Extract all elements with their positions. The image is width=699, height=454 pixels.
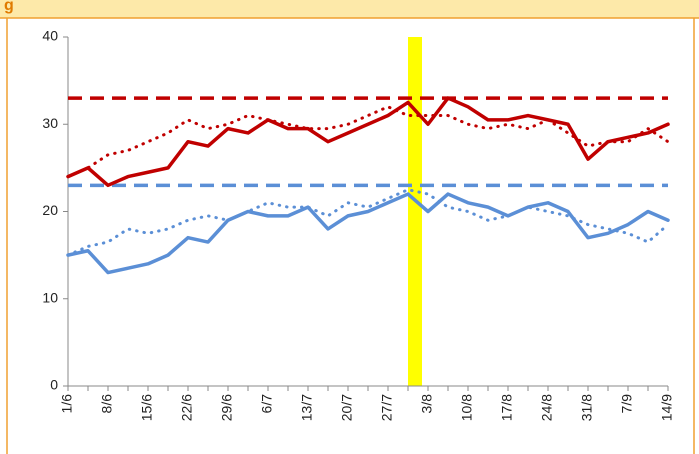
- series-line: [66, 105, 670, 179]
- x-tick-label: 27/7: [379, 394, 395, 421]
- series-line: [66, 192, 670, 275]
- y-tick-label: 30: [42, 115, 58, 131]
- series-line: [66, 96, 670, 188]
- chart-title: g: [4, 0, 14, 14]
- x-tick-label: 1/6: [59, 394, 75, 414]
- y-tick-label: 0: [50, 377, 58, 393]
- x-tick-label: 17/8: [499, 394, 515, 421]
- y-tick-label: 10: [42, 289, 58, 305]
- x-tick-label: 29/6: [219, 394, 235, 421]
- x-tick-label: 8/6: [99, 394, 115, 414]
- y-tick-label: 40: [42, 28, 58, 44]
- y-tick-label: 20: [42, 202, 58, 218]
- x-tick-label: 20/7: [339, 394, 355, 421]
- x-tick-label: 22/6: [179, 394, 195, 421]
- x-tick-label: 31/8: [579, 394, 595, 421]
- x-tick-label: 7/9: [619, 394, 635, 414]
- x-tick-label: 13/7: [299, 394, 315, 421]
- x-tick-label: 6/7: [259, 394, 275, 414]
- x-tick-label: 15/6: [139, 394, 155, 421]
- series-line: [66, 188, 670, 257]
- x-tick-label: 24/8: [539, 394, 555, 421]
- header-band: [0, 0, 699, 18]
- highlight-band: [408, 37, 422, 386]
- x-tick-label: 10/8: [459, 394, 475, 421]
- x-tick-label: 14/9: [659, 394, 675, 421]
- x-tick-label: 3/8: [419, 394, 435, 414]
